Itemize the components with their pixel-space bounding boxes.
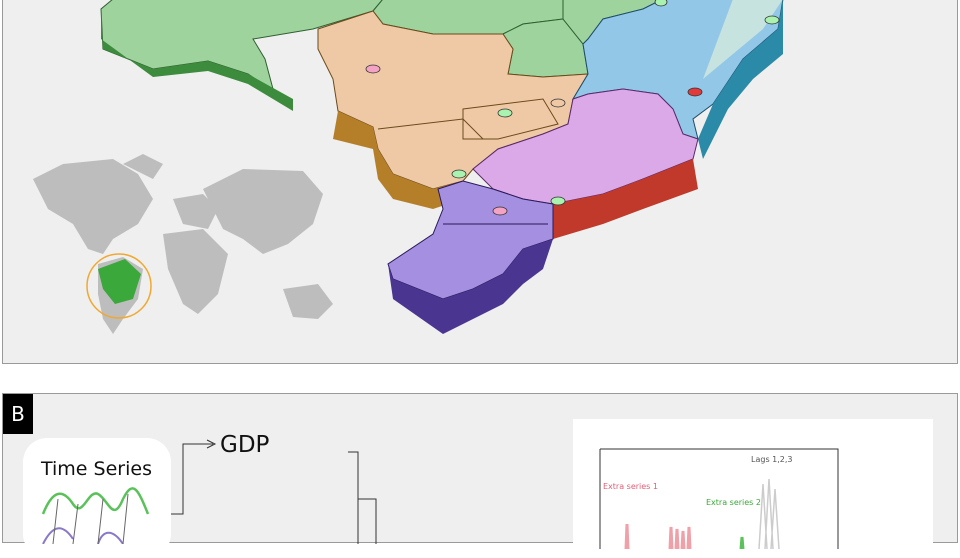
region-north <box>100 0 663 111</box>
lag-plot: Extra series 1 Extra series 2 Lags 1,2,3 <box>573 419 933 549</box>
lags-label: Lags 1,2,3 <box>751 455 793 464</box>
series-purple-line <box>42 527 124 544</box>
extra-series-1-label: Extra series 1 <box>603 482 658 491</box>
marker-green <box>654 0 668 7</box>
time-series-title: Time Series <box>41 458 152 480</box>
marker-red <box>687 87 703 97</box>
map-panel <box>2 0 958 364</box>
city-markers <box>365 0 780 216</box>
tree-branch <box>171 443 213 515</box>
method-panel: B Time Series GDP Extra series 1 Extra s… <box>2 393 958 558</box>
extra-series-1-peaks <box>624 523 692 549</box>
panel-label: B <box>3 394 33 434</box>
arrow-head-icon <box>206 439 217 449</box>
extra-series-2-label: Extra series 2 <box>706 498 761 507</box>
europe-shape <box>173 194 218 229</box>
plot-frame <box>599 448 839 549</box>
asia-shape <box>203 169 323 254</box>
marker-green <box>451 169 467 179</box>
lags-peaks <box>758 478 780 549</box>
series-green-line <box>41 487 150 515</box>
marker-green <box>764 15 780 25</box>
marker-orange <box>550 98 566 108</box>
brazil-highlight-shape <box>98 259 141 304</box>
gdp-label: GDP <box>220 432 270 458</box>
lag-plot-chart <box>599 448 839 549</box>
marker-pink <box>365 64 381 74</box>
series-connector-lines <box>52 493 129 544</box>
world-inset <box>33 154 333 334</box>
africa-shape <box>163 229 228 314</box>
time-series-box <box>23 438 171 558</box>
brazil-map <box>33 0 784 334</box>
marker-green <box>550 196 566 206</box>
marker-pink <box>492 206 508 216</box>
region-southeast <box>472 88 699 239</box>
australia-shape <box>283 284 333 319</box>
highlight-ring <box>86 253 152 319</box>
region-northeast <box>571 0 784 159</box>
tree-bracket <box>348 451 377 544</box>
region-south <box>387 180 554 334</box>
marker-green <box>497 108 513 118</box>
extra-series-2-peaks <box>739 536 745 549</box>
north-america-shape <box>33 159 153 254</box>
